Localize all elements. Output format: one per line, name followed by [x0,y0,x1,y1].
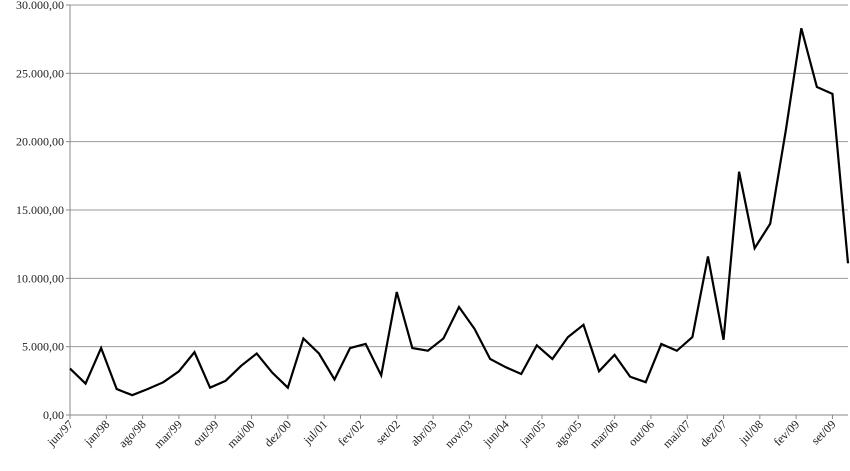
y-tick-label: 5.000,00 [22,340,64,354]
x-tick-label: abr/03 [408,417,440,449]
x-tick-label: ago/05 [551,417,584,450]
x-tick-label: fev/02 [335,417,367,449]
x-tick-label: dez/07 [697,417,730,450]
x-tick-label: out/06 [625,417,657,449]
x-tick-label: nov/03 [442,417,475,450]
x-tick-label: set/09 [808,417,838,447]
x-tick-label: jun/97 [44,417,76,449]
x-tick-label: jun/04 [480,417,512,449]
x-tick-label: jan/05 [516,417,548,449]
x-tick-label: mar/06 [587,417,621,451]
x-tick-label: jan/98 [81,417,113,449]
x-tick-label: dez/00 [261,417,294,450]
x-tick-label: jul/01 [300,417,330,447]
y-tick-label: 0,00 [43,408,64,422]
y-tick-label: 15.000,00 [16,203,64,217]
x-tick-label: mai/07 [660,417,693,450]
x-tick-label: ago/98 [116,417,149,450]
x-tick-label: set/02 [373,417,403,447]
x-tick-label: out/99 [190,417,222,449]
y-tick-label: 20.000,00 [16,135,64,149]
x-tick-label: jul/08 [736,417,766,447]
x-tick-label: fev/09 [771,417,803,449]
line [69,27,850,397]
y-tick-label: 25.000,00 [16,66,64,80]
y-tick-label: 30.000,00 [16,0,64,12]
x-tick-label: mar/99 [151,417,185,451]
x-tick-label: mai/00 [224,417,257,450]
y-tick-label: 10.000,00 [16,271,64,285]
